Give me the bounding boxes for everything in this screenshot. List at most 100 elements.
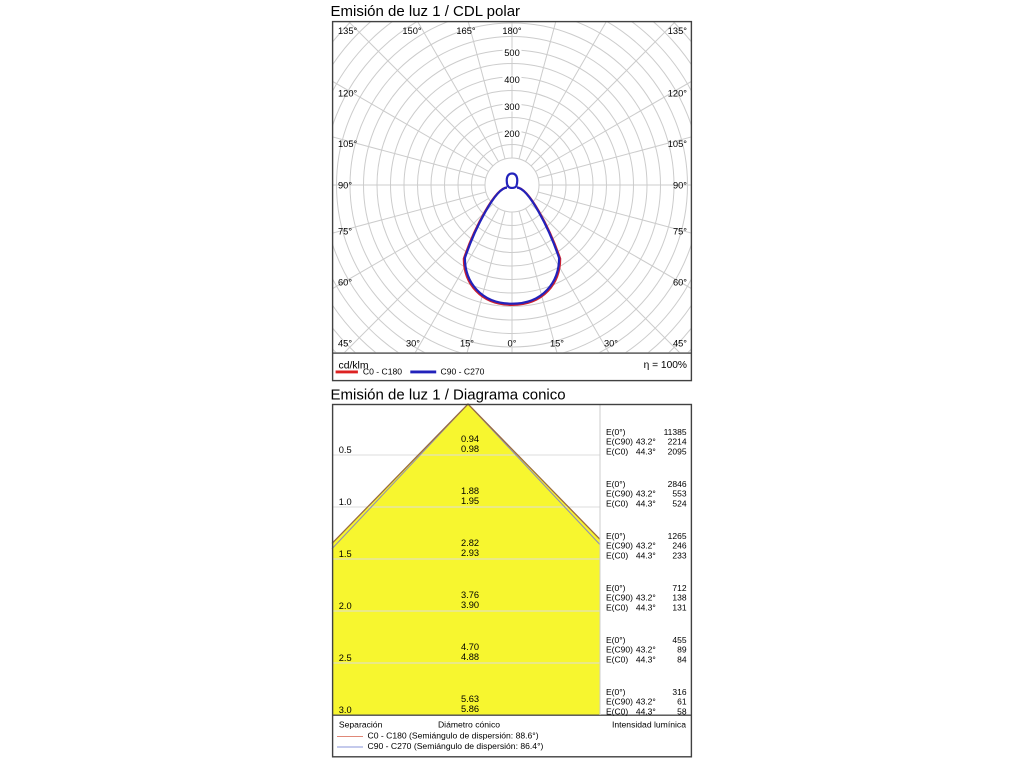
svg-text:5.86: 5.86 [461, 704, 479, 714]
svg-text:43.2°: 43.2° [636, 489, 656, 499]
svg-text:2846: 2846 [668, 479, 687, 489]
svg-text:1265: 1265 [668, 531, 687, 541]
svg-text:165°: 165° [456, 26, 476, 36]
svg-text:45°: 45° [673, 338, 687, 348]
svg-text:C0 - C180 (Semiángulo de dispe: C0 - C180 (Semiángulo de dispersión: 88.… [368, 731, 539, 741]
svg-text:Separación: Separación [339, 720, 383, 730]
svg-text:2214: 2214 [668, 437, 687, 447]
svg-text:E(C0): E(C0) [606, 654, 628, 664]
svg-text:43.2°: 43.2° [636, 541, 656, 551]
svg-text:Intensidad lumínica: Intensidad lumínica [612, 720, 686, 730]
svg-text:E(0°): E(0°) [606, 427, 626, 437]
svg-text:60°: 60° [338, 277, 352, 287]
svg-text:0.94: 0.94 [461, 434, 479, 444]
svg-text:45°: 45° [338, 338, 352, 348]
svg-text:138: 138 [672, 593, 686, 603]
svg-text:200: 200 [504, 129, 520, 139]
svg-text:316: 316 [672, 687, 686, 697]
svg-text:455: 455 [672, 635, 686, 645]
svg-text:524: 524 [672, 498, 686, 508]
svg-text:2095: 2095 [668, 446, 687, 456]
svg-text:30°: 30° [406, 338, 420, 348]
svg-text:43.2°: 43.2° [636, 645, 656, 655]
svg-text:90°: 90° [673, 181, 687, 191]
svg-text:E(0°): E(0°) [606, 531, 626, 541]
svg-text:61: 61 [677, 697, 687, 707]
svg-text:5.63: 5.63 [461, 694, 479, 704]
svg-text:105°: 105° [338, 139, 358, 149]
svg-text:E(C90): E(C90) [606, 697, 633, 707]
svg-text:E(C0): E(C0) [606, 498, 628, 508]
svg-text:0°: 0° [508, 338, 517, 348]
svg-text:2.0: 2.0 [339, 601, 352, 611]
svg-text:2.93: 2.93 [461, 548, 479, 558]
svg-text:15°: 15° [460, 338, 474, 348]
svg-text:233: 233 [672, 550, 686, 560]
svg-text:C90 - C270 (Semiángulo de disp: C90 - C270 (Semiángulo de dispersión: 86… [368, 741, 544, 751]
svg-text:1.95: 1.95 [461, 496, 479, 506]
svg-text:3.90: 3.90 [461, 600, 479, 610]
svg-text:44.3°: 44.3° [636, 446, 656, 456]
svg-text:300: 300 [504, 102, 520, 112]
svg-text:C90 - C270: C90 - C270 [441, 367, 485, 377]
svg-text:553: 553 [672, 489, 686, 499]
svg-text:44.3°: 44.3° [636, 602, 656, 612]
svg-text:75°: 75° [338, 226, 352, 236]
svg-text:C0 - C180: C0 - C180 [363, 367, 402, 377]
svg-text:E(C90): E(C90) [606, 593, 633, 603]
svg-text:E(0°): E(0°) [606, 479, 626, 489]
svg-text:246: 246 [672, 541, 686, 551]
svg-text:400: 400 [504, 75, 520, 85]
svg-text:cd/klm: cd/klm [339, 360, 369, 371]
svg-text:1.88: 1.88 [461, 486, 479, 496]
svg-text:Diámetro cónico: Diámetro cónico [438, 720, 500, 730]
svg-text:43.2°: 43.2° [636, 437, 656, 447]
svg-text:E(0°): E(0°) [606, 635, 626, 645]
svg-text:Emisión de luz 1 / CDL polar: Emisión de luz 1 / CDL polar [331, 3, 521, 20]
svg-text:135°: 135° [338, 26, 358, 36]
svg-text:180°: 180° [502, 26, 522, 36]
svg-text:120°: 120° [338, 88, 358, 98]
svg-text:150°: 150° [402, 26, 422, 36]
svg-text:43.2°: 43.2° [636, 593, 656, 603]
svg-text:84: 84 [677, 654, 687, 664]
svg-text:11385: 11385 [664, 427, 687, 437]
svg-text:43.2°: 43.2° [636, 697, 656, 707]
svg-text:E(0°): E(0°) [606, 583, 626, 593]
svg-text:E(C0): E(C0) [606, 602, 628, 612]
svg-text:E(C90): E(C90) [606, 489, 633, 499]
svg-text:0.98: 0.98 [461, 444, 479, 454]
svg-text:712: 712 [672, 583, 686, 593]
svg-text:E(C90): E(C90) [606, 437, 633, 447]
svg-text:44.3°: 44.3° [636, 498, 656, 508]
svg-text:58: 58 [677, 706, 687, 716]
svg-text:120°: 120° [668, 88, 688, 98]
svg-text:E(0°): E(0°) [606, 687, 626, 697]
svg-text:500: 500 [504, 48, 520, 58]
svg-text:1.0: 1.0 [339, 497, 352, 507]
svg-text:0.5: 0.5 [339, 445, 352, 455]
svg-text:E(C90): E(C90) [606, 645, 633, 655]
svg-text:44.3°: 44.3° [636, 654, 656, 664]
svg-text:44.3°: 44.3° [636, 706, 656, 716]
svg-text:15°: 15° [550, 338, 564, 348]
svg-text:2.5: 2.5 [339, 653, 352, 663]
svg-text:4.70: 4.70 [461, 642, 479, 652]
svg-text:1.5: 1.5 [339, 549, 352, 559]
svg-text:3.76: 3.76 [461, 590, 479, 600]
svg-text:75°: 75° [673, 226, 687, 236]
svg-text:E(C0): E(C0) [606, 446, 628, 456]
svg-text:E(C0): E(C0) [606, 706, 628, 716]
svg-text:Emisión de luz 1 / Diagrama co: Emisión de luz 1 / Diagrama conico [331, 386, 566, 403]
svg-text:3.0: 3.0 [339, 705, 352, 715]
svg-text:η = 100%: η = 100% [644, 360, 687, 371]
svg-text:E(C0): E(C0) [606, 550, 628, 560]
svg-text:131: 131 [672, 602, 686, 612]
svg-text:30°: 30° [604, 338, 618, 348]
svg-text:135°: 135° [668, 26, 688, 36]
svg-text:89: 89 [677, 645, 687, 655]
svg-text:E(C90): E(C90) [606, 541, 633, 551]
svg-text:44.3°: 44.3° [636, 550, 656, 560]
svg-text:105°: 105° [668, 139, 688, 149]
svg-text:60°: 60° [673, 277, 687, 287]
